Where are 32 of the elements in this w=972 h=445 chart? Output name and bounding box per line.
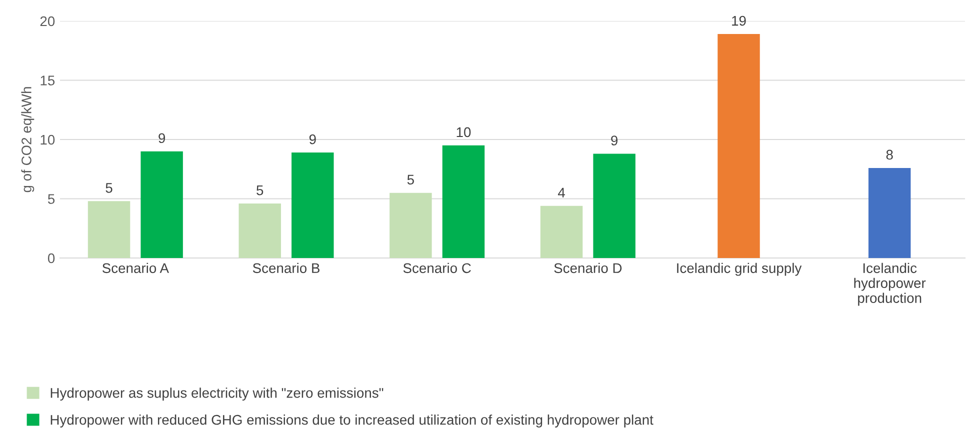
bar <box>292 152 334 258</box>
x-tick-label: Scenario C <box>403 262 471 274</box>
data-label: 4 <box>558 188 565 198</box>
bar <box>593 154 636 258</box>
bar <box>88 201 130 258</box>
data-label: 19 <box>732 16 746 26</box>
y-tick-label: 15 <box>40 76 55 86</box>
y-tick-label: 10 <box>40 134 55 145</box>
bar <box>140 151 183 258</box>
legend-label: Hydropower with reduced GHG emissions due to increased utilization of existing hydropower plant <box>50 414 654 428</box>
x-tick-label: Scenario B <box>252 262 320 274</box>
data-label: 9 <box>611 136 618 146</box>
x-tick-label: Icelandic hydropower production <box>854 262 926 306</box>
y-axis-title: g of CO2 eq/kWh <box>21 87 34 192</box>
data-label: 9 <box>309 134 316 144</box>
data-label: 5 <box>256 185 264 196</box>
data-label: 5 <box>407 174 414 185</box>
data-label: 10 <box>456 127 471 138</box>
data-label: 8 <box>886 150 893 160</box>
data-label: 5 <box>106 183 112 193</box>
y-tick-label: 5 <box>48 194 55 204</box>
bar <box>540 206 583 258</box>
x-tick-label: Scenario D <box>554 262 622 274</box>
bar <box>238 203 281 258</box>
y-tick-label: 20 <box>40 16 55 26</box>
bar <box>442 145 485 258</box>
x-tick-label: Icelandic grid supply <box>677 262 802 276</box>
data-label: 9 <box>158 133 166 144</box>
legend-label: Hydropower as suplus electricity with "zero emissions" <box>50 388 384 401</box>
y-tick-label: 0 <box>48 253 55 264</box>
bar <box>390 192 432 258</box>
x-tick-label: Scenario A <box>102 262 169 274</box>
